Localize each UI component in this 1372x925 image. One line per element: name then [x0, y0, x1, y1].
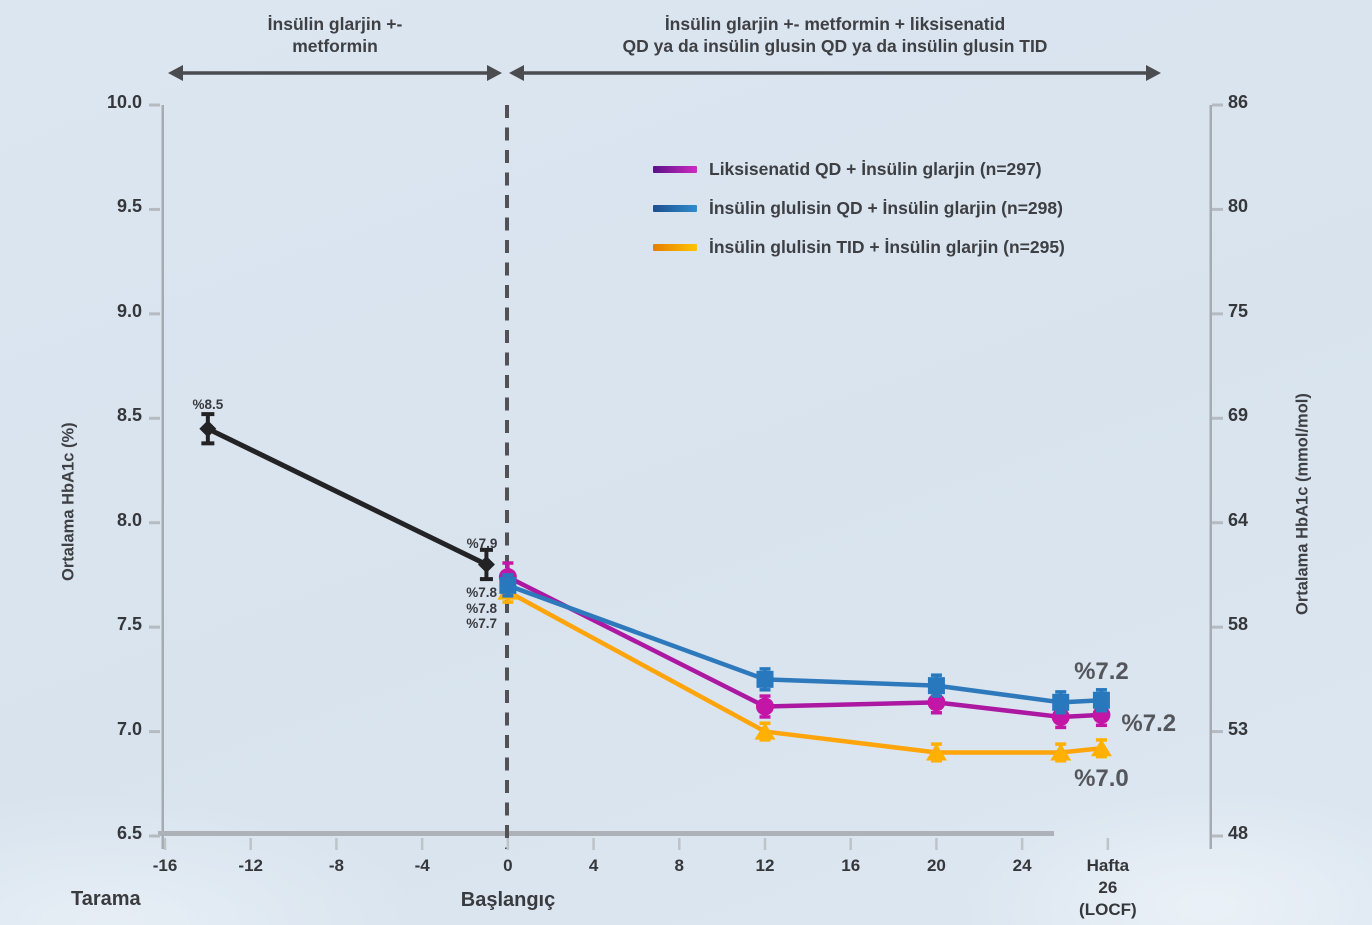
legend-item: İnsülin glulisin QD + İnsülin glarjin (n… — [653, 195, 1065, 221]
endpoint-label-glulisin-qd: %7.2 — [1074, 658, 1129, 686]
left-y-tick-label: 8.0 — [116, 509, 142, 530]
phase2-header-line2: QD ya da insülin glusin QD ya da insülin… — [622, 36, 1048, 56]
screening-value-label: %8.5 — [192, 396, 224, 412]
x-endpoint-tick-label: Hafta — [1086, 856, 1130, 875]
phase2-header: İnsülin glarjin +- metformin + liksisena… — [508, 13, 1162, 57]
x-tick-label: 4 — [588, 856, 599, 875]
legend-item-label: İnsülin glulisin TID + İnsülin glarjin (… — [709, 236, 1065, 257]
legend: Liksisenatid QD + İnsülin glarjin (n=297… — [653, 156, 1065, 273]
x-tick-label: -4 — [414, 856, 430, 875]
right-y-tick-label: 75 — [1228, 300, 1249, 321]
right-y-tick-label: 86 — [1228, 92, 1249, 112]
x-tick-label: 0 — [503, 856, 513, 875]
right-y-tick-label: 69 — [1228, 405, 1249, 426]
x-tick-label: -8 — [328, 856, 344, 875]
left-y-tick-label: 10.0 — [106, 92, 142, 112]
legend-item-label: Liksisenatid QD + İnsülin glarjin (n=297… — [709, 158, 1042, 179]
x-endpoint-tick-label: (LOCF) — [1079, 900, 1137, 919]
x-axis-baseline-label: Başlangıç — [460, 889, 556, 911]
x-endpoint-tick-label: 26 — [1098, 878, 1118, 897]
right-y-tick-label: 64 — [1228, 509, 1249, 530]
x-tick-label: -16 — [152, 856, 178, 875]
legend-swatch — [653, 243, 697, 251]
x-axis-screening-label: Tarama — [71, 888, 141, 910]
phase2-header-line1: İnsülin glarjin +- metformin + liksisena… — [664, 14, 1006, 34]
right-y-tick-label: 53 — [1228, 718, 1249, 739]
baseline-value-label: %7.8 — [466, 600, 497, 616]
x-tick-label: 16 — [841, 856, 861, 875]
phase1-header-line2: metformin — [292, 36, 378, 56]
x-tick-label: -12 — [238, 856, 263, 875]
left-y-tick-label: 7.5 — [116, 614, 142, 635]
x-tick-label: 8 — [674, 856, 685, 875]
legend-item: İnsülin glulisin TID + İnsülin glarjin (… — [653, 234, 1065, 260]
left-y-tick-label: 7.0 — [116, 718, 142, 739]
x-tick-label: 20 — [926, 856, 946, 875]
left-y-tick-label: 8.5 — [116, 405, 142, 426]
phase1-header-line1: İnsülin glarjin +- — [267, 14, 403, 34]
x-tick-label: 12 — [755, 856, 775, 875]
endpoint-label-liksisenatid: %7.2 — [1121, 709, 1177, 737]
left-y-tick-label: 9.5 — [116, 196, 142, 217]
legend-swatch — [653, 165, 697, 173]
phase1-header: İnsülin glarjin +- metformin — [168, 13, 502, 57]
endpoint-label-glulisin-tid: %7.0 — [1074, 765, 1129, 793]
baseline-value-label: %7.7 — [466, 616, 497, 632]
legend-item: Liksisenatid QD + İnsülin glarjin (n=297… — [653, 156, 1065, 182]
legend-item-label: İnsülin glulisin QD + İnsülin glarjin (n… — [709, 197, 1063, 218]
left-y-tick-label: 9.0 — [116, 300, 142, 321]
baseline-value-label: %7.8 — [466, 585, 497, 600]
legend-swatch — [653, 204, 697, 212]
left-axis-title: Ortalama HbA1c (%) — [59, 422, 78, 582]
left-y-tick-label: 6.5 — [116, 822, 142, 843]
prebaseline-value-label: %7.9 — [466, 536, 498, 552]
right-y-tick-label: 48 — [1228, 822, 1249, 843]
right-y-tick-label: 80 — [1228, 196, 1249, 217]
x-tick-label: 24 — [1012, 856, 1032, 875]
right-y-tick-label: 58 — [1228, 614, 1249, 635]
